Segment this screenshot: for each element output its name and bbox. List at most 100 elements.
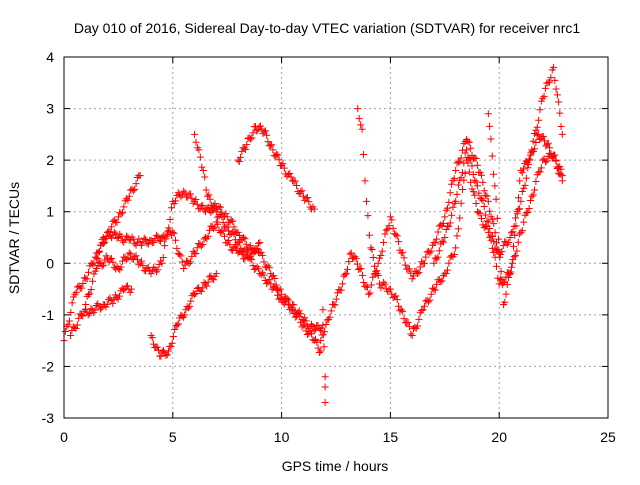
data-point-marker — [482, 191, 490, 199]
data-point-marker — [450, 175, 458, 183]
data-point-marker — [302, 194, 310, 202]
data-point-marker — [159, 254, 167, 262]
data-point-marker — [381, 230, 389, 238]
data-point-marker — [511, 231, 519, 239]
data-point-marker — [269, 272, 277, 280]
data-point-marker — [256, 122, 264, 130]
data-point-marker — [197, 242, 205, 250]
data-point-marker — [317, 337, 325, 345]
data-point-marker — [120, 238, 128, 246]
data-point-marker — [505, 273, 513, 281]
data-point-marker — [148, 334, 156, 342]
data-point-marker — [408, 275, 416, 283]
data-point-marker — [181, 311, 189, 319]
chart-title: Day 010 of 2016, Sidereal Day-to-day VTE… — [74, 20, 580, 36]
data-point-marker — [87, 305, 95, 313]
data-point-marker — [198, 163, 206, 171]
data-point-marker — [467, 178, 475, 186]
data-point-marker — [502, 290, 510, 298]
data-point-marker — [293, 182, 301, 190]
data-point-marker — [533, 131, 541, 139]
data-point-marker — [196, 153, 204, 161]
data-point-marker — [133, 256, 141, 264]
data-point-marker — [353, 260, 361, 268]
data-point-marker — [490, 249, 498, 257]
data-point-marker — [446, 219, 454, 227]
data-point-marker — [210, 225, 218, 233]
y-axis-label: SDTVAR / TECUs — [6, 182, 22, 294]
data-point-marker — [67, 309, 75, 317]
data-point-marker — [431, 286, 439, 294]
data-point-marker — [84, 291, 92, 299]
data-point-marker — [541, 84, 549, 92]
data-point-marker — [284, 296, 292, 304]
data-point-marker — [467, 156, 475, 164]
data-point-marker — [109, 258, 117, 266]
data-point-marker — [64, 321, 72, 329]
data-point-marker — [497, 275, 505, 283]
data-point-marker — [78, 284, 86, 292]
data-point-marker — [108, 223, 116, 231]
data-point-marker — [172, 236, 180, 244]
data-point-marker — [465, 138, 473, 146]
data-point-marker — [434, 228, 442, 236]
data-point-marker — [399, 249, 407, 257]
data-point-marker — [253, 244, 261, 252]
data-point-marker — [331, 301, 339, 309]
data-point-marker — [113, 218, 121, 226]
data-point-marker — [363, 283, 371, 291]
data-point-marker — [431, 238, 439, 246]
data-point-marker — [454, 225, 462, 233]
data-point-marker — [493, 215, 501, 223]
data-point-marker — [315, 349, 323, 357]
data-point-marker — [450, 250, 458, 258]
data-point-marker — [326, 313, 334, 321]
data-point-marker — [91, 306, 99, 314]
data-point-marker — [313, 338, 321, 346]
data-point-marker — [242, 247, 250, 255]
data-point-marker — [472, 154, 480, 162]
data-point-marker — [195, 146, 203, 154]
data-point-marker — [321, 399, 329, 407]
data-point-marker — [397, 306, 405, 314]
data-point-marker — [192, 138, 200, 146]
data-point-marker — [374, 259, 382, 267]
data-point-marker — [72, 288, 80, 296]
data-point-marker — [488, 152, 496, 160]
data-point-marker — [115, 292, 123, 300]
data-point-marker — [79, 312, 87, 320]
data-point-marker — [65, 317, 73, 325]
data-point-marker — [192, 196, 200, 204]
data-point-marker — [546, 78, 554, 86]
data-point-marker — [365, 231, 373, 239]
data-point-marker — [490, 220, 498, 228]
data-point-marker — [364, 212, 372, 220]
data-point-marker — [202, 186, 210, 194]
data-point-marker — [319, 306, 327, 314]
data-point-marker — [200, 279, 208, 287]
data-point-marker — [541, 137, 549, 145]
data-point-marker — [496, 253, 504, 261]
data-point-marker — [257, 248, 265, 256]
data-point-marker — [346, 250, 354, 258]
data-point-marker — [199, 284, 207, 292]
data-point-marker — [308, 330, 316, 338]
data-point-marker — [558, 130, 566, 138]
data-point-marker — [552, 85, 560, 93]
data-point-marker — [117, 263, 125, 271]
data-point-marker — [117, 210, 125, 218]
data-point-marker — [478, 214, 486, 222]
data-point-marker — [342, 270, 350, 278]
data-point-marker — [506, 234, 514, 241]
data-point-marker — [254, 265, 262, 273]
data-point-marker — [136, 172, 144, 180]
data-point-marker — [248, 134, 256, 142]
data-point-marker — [503, 240, 511, 248]
data-point-marker — [358, 125, 366, 133]
data-point-marker — [321, 383, 329, 391]
data-point-marker — [193, 244, 201, 252]
data-point-marker — [494, 246, 502, 254]
data-point-marker — [457, 199, 465, 207]
data-point-marker — [278, 295, 286, 303]
data-point-marker — [260, 258, 268, 266]
